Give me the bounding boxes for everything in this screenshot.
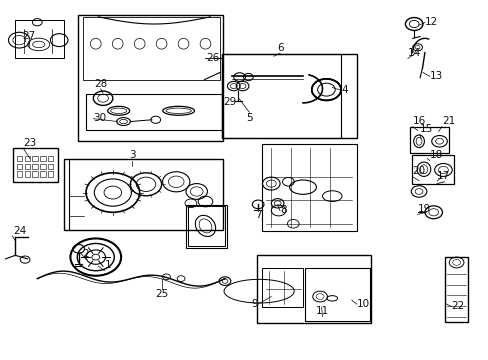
Text: 20: 20	[412, 166, 425, 176]
Text: 26: 26	[205, 53, 219, 63]
Text: 16: 16	[412, 116, 425, 126]
Text: 22: 22	[451, 301, 464, 311]
Text: 30: 30	[93, 113, 106, 123]
Bar	[13, 148, 58, 182]
Bar	[17, 163, 22, 169]
Bar	[188, 206, 224, 246]
Text: 10: 10	[356, 299, 369, 309]
Bar	[24, 171, 30, 177]
Bar	[40, 156, 45, 161]
Bar	[445, 257, 467, 321]
Bar	[48, 163, 53, 169]
Text: 29: 29	[223, 97, 236, 107]
Text: 21: 21	[441, 116, 454, 126]
Bar	[17, 156, 22, 161]
Bar	[409, 127, 448, 153]
Bar	[78, 15, 222, 140]
Bar	[32, 163, 38, 169]
Bar	[32, 171, 38, 177]
Bar	[15, 21, 64, 58]
Bar	[17, 171, 22, 177]
Bar	[185, 205, 227, 248]
Bar	[24, 163, 30, 169]
Text: 14: 14	[407, 48, 420, 58]
Text: 18: 18	[429, 150, 442, 160]
Text: 17: 17	[436, 171, 449, 181]
Text: 27: 27	[22, 31, 36, 41]
Bar	[221, 54, 356, 138]
Text: 28: 28	[94, 78, 107, 89]
Bar	[64, 159, 222, 230]
Text: 19: 19	[417, 204, 430, 214]
Bar	[256, 255, 370, 323]
Bar	[261, 268, 303, 307]
Bar	[40, 163, 45, 169]
Bar	[86, 94, 221, 130]
Bar	[48, 156, 53, 161]
Bar	[32, 156, 38, 161]
Text: 13: 13	[429, 71, 442, 81]
Bar	[48, 171, 53, 177]
Bar	[24, 156, 30, 161]
Text: 2: 2	[82, 249, 89, 259]
Text: 4: 4	[340, 85, 347, 95]
Text: 9: 9	[251, 299, 258, 309]
Text: 15: 15	[419, 124, 432, 134]
Text: 7: 7	[254, 211, 261, 220]
Bar	[40, 171, 45, 177]
Text: 5: 5	[245, 113, 252, 123]
Text: 8: 8	[280, 206, 286, 216]
Text: 1: 1	[104, 260, 111, 270]
Bar	[305, 268, 369, 320]
Text: 12: 12	[424, 17, 437, 27]
Text: 3: 3	[129, 150, 135, 160]
Bar	[82, 17, 220, 80]
Bar	[221, 54, 340, 138]
Bar	[411, 155, 453, 184]
Text: 25: 25	[155, 289, 168, 300]
Text: 6: 6	[276, 43, 283, 53]
Text: 23: 23	[23, 138, 36, 148]
Text: 11: 11	[315, 306, 328, 316]
Text: 24: 24	[13, 226, 26, 235]
Bar	[261, 144, 356, 231]
